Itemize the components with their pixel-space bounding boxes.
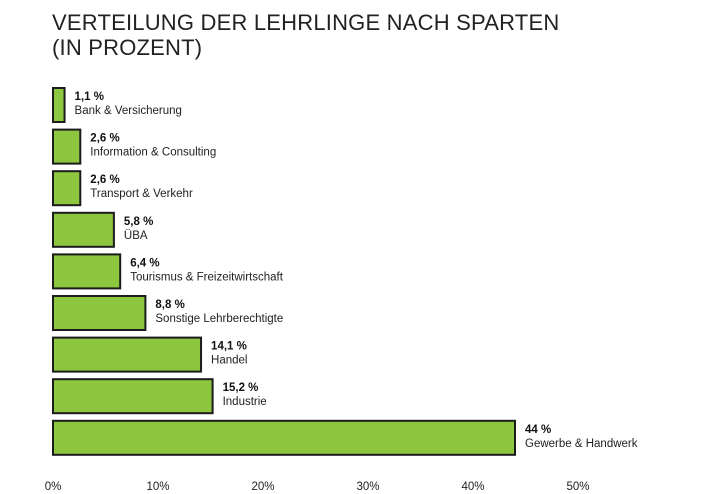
chart-title-line-1: VERTEILUNG DER LEHRLINGE NACH SPARTEN (52, 10, 560, 35)
category-label-handel: Handel (211, 355, 247, 367)
x-tick-label-20: 20% (251, 481, 274, 493)
value-label-gewerbe-and-handwerk: 44 % (525, 424, 551, 436)
category-label-industrie: Industrie (223, 396, 267, 408)
x-tick-label-40: 40% (461, 481, 484, 493)
category-label-bank-and-versicherung: Bank & Versicherung (75, 105, 182, 117)
chart-title-line-2: (IN PROZENT) (52, 35, 203, 60)
bar-tourismus-and-freizeitwirtschaft (52, 253, 122, 290)
bar-transport-and-verkehr (52, 170, 82, 207)
category-label-ueba: ÜBA (124, 230, 148, 242)
labels-layer: 1,1 % Bank & Versicherung 2,6 % Information… (75, 91, 638, 450)
category-label-gewerbe-and-handwerk: Gewerbe & Handwerk (525, 438, 638, 450)
value-label-ueba: 5,8 % (124, 216, 153, 228)
category-label-tourismus-and-freizeitwirtschaft: Tourismus & Freizeitwirtschaft (130, 271, 284, 283)
bar-sonstige-lehrberechtigte (52, 295, 147, 331)
category-label-sonstige-lehrberechtigte: Sonstige Lehrberechtigte (155, 313, 283, 325)
bar-bank-and-versicherung (52, 87, 66, 123)
bar-information-and-consulting (52, 128, 82, 165)
category-label-transport-and-verkehr: Transport & Verkehr (90, 188, 193, 200)
value-label-information-and-consulting: 2,6 % (90, 133, 119, 145)
bar-ueba (52, 211, 115, 248)
x-tick-label-30: 30% (356, 481, 379, 493)
value-label-handel: 14,1 % (211, 341, 247, 353)
x-axis-ticks: 0% 10% 20% 30% 40% 50% (45, 481, 590, 493)
chart-title: VERTEILUNG DER LEHRLINGE NACH SPARTEN (I… (52, 10, 559, 60)
bar-industrie (52, 378, 214, 415)
bar-handel (52, 336, 203, 373)
bars-layer (52, 87, 516, 456)
bar-gewerbe-and-handwerk (52, 419, 516, 456)
x-tick-label-0: 0% (45, 481, 62, 493)
category-label-information-and-consulting: Information & Consulting (90, 147, 216, 159)
x-tick-label-50: 50% (566, 481, 589, 493)
value-label-tourismus-and-freizeitwirtschaft: 6,4 % (130, 257, 159, 269)
value-label-bank-and-versicherung: 1,1 % (75, 91, 104, 103)
value-label-sonstige-lehrberechtigte: 8,8 % (155, 299, 184, 311)
x-tick-label-10: 10% (146, 481, 169, 493)
value-label-transport-and-verkehr: 2,6 % (90, 174, 119, 186)
value-label-industrie: 15,2 % (223, 382, 259, 394)
